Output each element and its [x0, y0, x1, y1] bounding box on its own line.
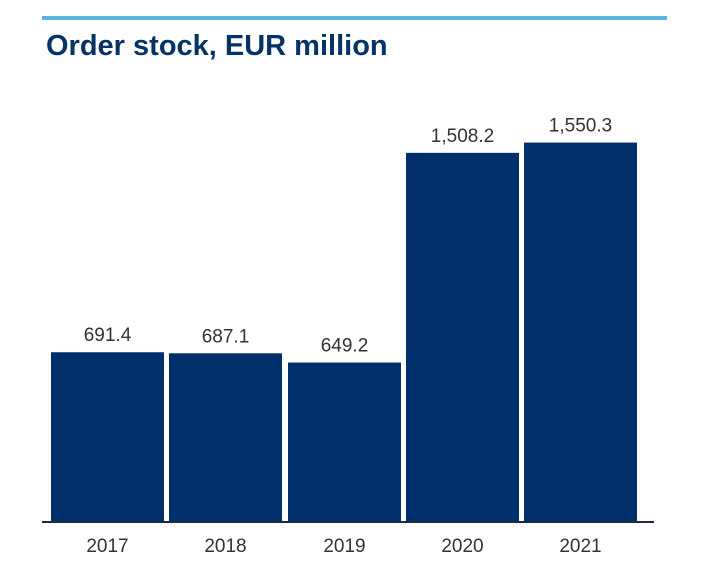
chart-title: Order stock, EUR million	[46, 30, 388, 62]
value-label-2017: 691.4	[84, 325, 132, 346]
value-labels-group: 691.4 687.1 649.2 1,508.2 1,550.3	[84, 116, 612, 357]
x-tick-label-2021: 2021	[559, 536, 601, 557]
x-tick-labels-group: 2017 2018 2019 2020 2021	[86, 536, 601, 557]
bar-2021	[524, 142, 637, 521]
bar-2018	[169, 353, 282, 521]
value-label-2021: 1,550.3	[549, 116, 612, 137]
x-tick-label-2017: 2017	[86, 536, 128, 557]
x-tick-label-2020: 2020	[441, 536, 483, 557]
x-tick-label-2018: 2018	[204, 536, 246, 557]
bar-2020	[406, 152, 519, 521]
value-label-2018: 687.1	[202, 326, 250, 347]
bars-group	[51, 142, 637, 521]
bar-2019	[288, 362, 401, 521]
value-label-2020: 1,508.2	[431, 126, 494, 147]
title-accent-rule	[42, 16, 667, 20]
value-label-2019: 649.2	[321, 336, 369, 357]
x-tick-label-2019: 2019	[323, 536, 365, 557]
bar-2017	[51, 352, 164, 521]
